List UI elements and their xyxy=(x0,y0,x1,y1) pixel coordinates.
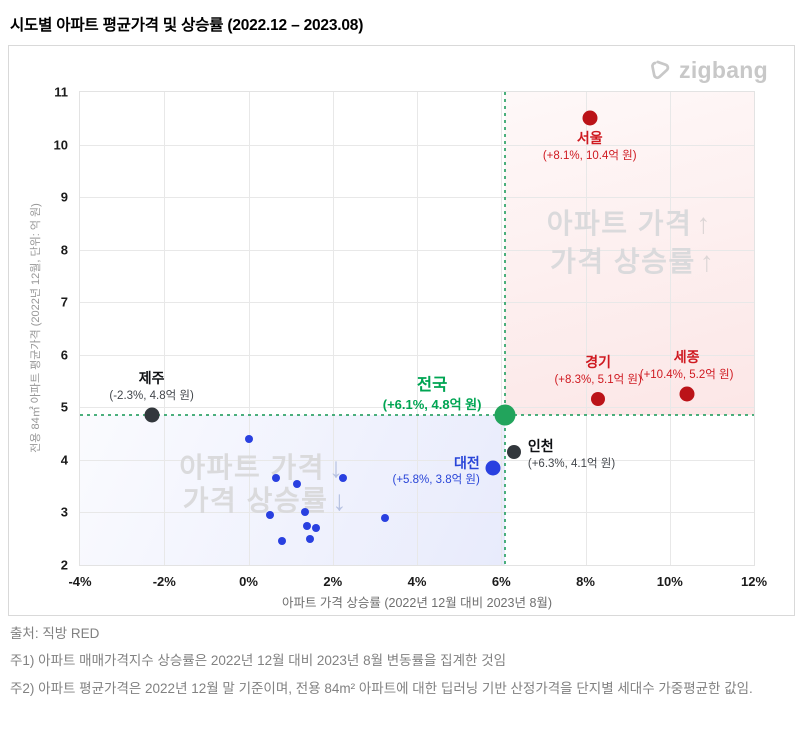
y-axis-tick-label: 8 xyxy=(60,242,68,258)
point-서울 xyxy=(582,110,598,126)
x-axis-tick-label: 8% xyxy=(576,574,595,589)
gridline-vertical xyxy=(585,92,587,565)
quadrant-lower-left-shade xyxy=(80,415,506,565)
y-axis-tick-label: 9 xyxy=(60,189,68,205)
note1-line: 주1) 아파트 매매가격지수 상승률은 2022년 12월 대비 2023년 8… xyxy=(10,653,507,669)
point-name: 세종 xyxy=(673,349,700,366)
y-axis-tick-label: 2 xyxy=(60,557,68,573)
scatter-plot: 11 10 9 8 7 6 5 4 3 2 -4% -2% 0% 2% 4% 6% 8% 10% 12% 아파트 가격… xyxy=(54,85,767,590)
point-세종 xyxy=(679,386,695,402)
zigbang-logo-icon xyxy=(651,60,670,79)
note2-line: 주2) 아파트 평균가격은 2022년 12월 말 기준이며, 전용 84m² … xyxy=(10,680,753,696)
scatter-point xyxy=(265,511,274,520)
page-title: 시도별 아파트 평균가격 및 상승률 (2022.12 – 2023.08) xyxy=(10,17,364,34)
point-name: 서울 xyxy=(576,130,603,147)
y-axis-tick-label: 5 xyxy=(60,399,68,415)
quadrant-caption-upper-right: 가격 상승률 ↑ xyxy=(550,245,716,277)
gridline-vertical xyxy=(669,92,671,565)
scatter-point xyxy=(339,474,348,483)
gridline-vertical xyxy=(248,92,250,565)
x-axis-tick-label: 10% xyxy=(656,574,683,589)
point-대전 xyxy=(485,460,501,476)
point-label-제주: 제주 (-2.3%, 4.8억 원) xyxy=(109,370,193,403)
scatter-point xyxy=(292,479,301,488)
x-axis-title: 아파트 가격 상승률 (2022년 12월 대비 2023년 8월) xyxy=(281,596,553,610)
arrow-up-icon: ↑ xyxy=(696,208,712,240)
y-axis-tick-label: 10 xyxy=(53,137,68,153)
point-label-인천: 인천 (+6.3%, 4.1억 원) xyxy=(528,438,615,471)
footer-notes: 출처: 직방 RED 주1) 아파트 매매가격지수 상승률은 2022년 12월… xyxy=(10,624,794,706)
scatter-point xyxy=(271,474,280,483)
gridline-vertical xyxy=(501,92,503,565)
point-label-경기: 경기 (+8.3%, 5.1억 원) xyxy=(554,355,641,388)
y-axis-tick-label: 6 xyxy=(60,347,68,363)
zigbang-logo-text: zigbang xyxy=(679,57,768,83)
crosshair-horizontal-line xyxy=(80,414,754,417)
gridline-vertical xyxy=(164,92,166,565)
scatter-point xyxy=(244,434,253,443)
point-name: 대전 xyxy=(454,454,480,471)
point-name: 제주 xyxy=(138,370,165,387)
scatter-point xyxy=(301,508,310,517)
arrow-down-icon: ↓ xyxy=(332,484,348,516)
point-label-대전: 대전 (+5.8%, 3.8억 원) xyxy=(392,455,479,488)
point-detail: (-2.3%, 4.8억 원) xyxy=(109,389,194,402)
scatter-point xyxy=(311,524,320,533)
quadrant-upper-right-shade xyxy=(505,92,754,416)
y-axis-tick-label: 11 xyxy=(54,84,68,100)
x-axis-tick-label: 0% xyxy=(239,574,258,589)
point-detail: (+6.1%, 4.8억 원) xyxy=(382,396,482,412)
scatter-point xyxy=(303,521,312,530)
crosshair-vertical-line xyxy=(504,92,507,565)
point-인천 xyxy=(506,445,521,459)
gridline-vertical xyxy=(417,92,418,565)
y-axis-title: 전용 84㎡ 아파트 평균가격 (2022년 12월, 단위: 억 원) xyxy=(30,203,42,453)
point-name: 경기 xyxy=(585,354,612,371)
scatter-point xyxy=(278,537,287,546)
quadrant-caption-lower-left: 가격 상승률 ↓ xyxy=(182,484,348,516)
point-detail: (+10.4%, 5.2억 원) xyxy=(639,368,734,381)
quadrant-caption-lower-left: 아파트 가격 ↓ xyxy=(179,451,345,483)
point-name: 전국 xyxy=(416,376,448,395)
y-axis-tick-label: 7 xyxy=(60,294,68,310)
point-label-서울: 서울 (+8.1%, 10.4억 원) xyxy=(543,130,637,163)
x-axis-tick-label: -2% xyxy=(152,574,176,589)
point-경기 xyxy=(591,392,606,407)
chart-card: zigbang 11 10 9 8 7 6 5 4 3 2 -4% -2% 0% 2% 4% 6% 8% 10% 1… xyxy=(8,45,795,616)
x-axis-tick-label: 6% xyxy=(491,574,511,589)
point-제주 xyxy=(144,407,160,423)
x-axis-tick-label: 2% xyxy=(323,574,343,589)
quadrant-caption-upper-right: 아파트 가격 ↑ xyxy=(546,208,712,240)
x-axis-tick-label: -4% xyxy=(68,574,92,589)
y-axis-tick-label: 3 xyxy=(60,504,68,520)
source-line: 출처: 직방 RED xyxy=(10,626,100,641)
point-detail: (+6.3%, 4.1억 원) xyxy=(527,457,616,470)
y-axis-tick-label: 4 xyxy=(60,452,68,468)
x-axis-tick-label: 4% xyxy=(407,574,427,589)
point-전국 xyxy=(494,404,516,426)
point-detail: (+5.8%, 3.8억 원) xyxy=(392,474,480,487)
gridline-vertical xyxy=(332,92,334,565)
scatter-point xyxy=(305,534,314,543)
x-axis-tick-label: 12% xyxy=(740,574,768,589)
point-name: 인천 xyxy=(527,438,554,455)
point-detail: (+8.1%, 10.4억 원) xyxy=(542,149,637,162)
point-label-전국: 전국 (+6.1%, 4.8억 원) xyxy=(383,375,482,413)
scatter-point xyxy=(381,513,390,522)
point-detail: (+8.3%, 5.1억 원) xyxy=(554,374,642,387)
point-label-세종: 세종 (+10.4%, 5.2억 원) xyxy=(640,349,734,382)
zigbang-logo: zigbang xyxy=(647,57,768,84)
arrow-up-icon: ↑ xyxy=(699,245,716,277)
